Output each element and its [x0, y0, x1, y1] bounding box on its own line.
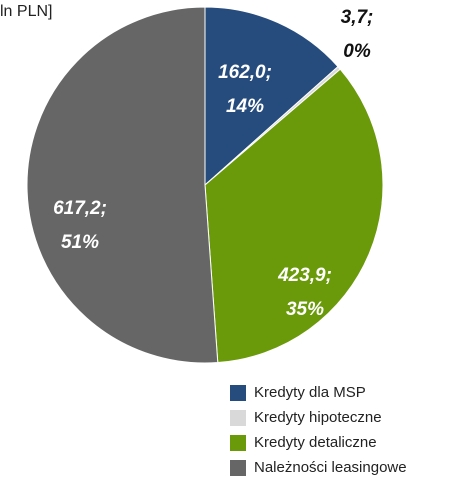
pie-slice — [204, 68, 384, 364]
legend-label: Należności leasingowe — [254, 459, 407, 476]
pie-slice — [26, 6, 219, 364]
data-label: 162,0; — [218, 62, 272, 83]
data-label: 14% — [226, 96, 264, 117]
data-label: 0% — [343, 41, 371, 62]
legend-label: Kredyty hipoteczne — [254, 409, 382, 426]
data-label: 423,9; — [277, 265, 332, 286]
legend-label: Kredyty dla MSP — [254, 384, 366, 401]
chart-title: ln PLN] — [0, 3, 52, 20]
pie-slice — [204, 6, 339, 187]
legend-swatch — [230, 385, 246, 401]
data-label: 51% — [61, 232, 99, 253]
legend-label: Kredyty detaliczne — [254, 434, 377, 451]
data-label: 617,2; — [53, 198, 107, 219]
legend-swatch — [230, 435, 246, 451]
legend-swatch — [230, 460, 246, 476]
data-label: 35% — [286, 299, 324, 320]
legend-swatch — [230, 410, 246, 426]
data-label: 3,7; — [341, 7, 374, 28]
